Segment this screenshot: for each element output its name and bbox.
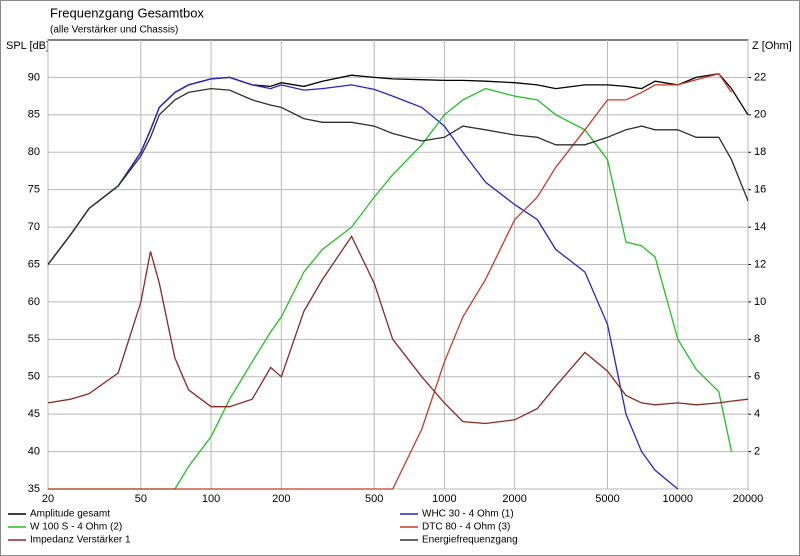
legend-label: DTC 80 - 4 Ohm (3) — [422, 522, 510, 533]
x-tick-label: 500 — [365, 493, 383, 505]
y2-tick-label: 2 — [754, 445, 760, 457]
legend-label: Amplitude gesamt — [30, 509, 110, 520]
y2-tick-label: 18 — [754, 146, 766, 158]
series-line — [47, 76, 679, 490]
chart-title: Frequenzgang Gesamtbox — [50, 5, 204, 20]
y-tick-label: 85 — [28, 109, 40, 121]
x-tick-label: 20 — [42, 493, 54, 505]
y-tick-label: 40 — [28, 445, 40, 457]
legend-label: Impedanz Verstärker 1 — [30, 535, 131, 546]
legend-label: Energiefrequenzgang — [422, 535, 518, 546]
y2-axis-label: Z [Ohm] — [752, 40, 792, 52]
series-line — [48, 72, 733, 490]
y-tick-label: 80 — [28, 146, 40, 158]
y-tick-label: 60 — [28, 296, 40, 308]
x-tick-label: 20000 — [733, 493, 764, 505]
y-tick-label: 50 — [28, 371, 40, 383]
y2-tick-label: 4 — [754, 408, 760, 420]
legend-label: WHC 30 - 4 Ohm (1) — [422, 509, 514, 520]
series-line — [47, 87, 749, 265]
y-tick-label: 55 — [28, 333, 40, 345]
x-tick-label: 100 — [202, 493, 220, 505]
legend-label: W 100 S - 4 Ohm (2) — [30, 522, 122, 533]
x-tick-label: 200 — [272, 493, 290, 505]
y-tick-label: 65 — [28, 258, 40, 270]
y2-tick-label: 20 — [754, 109, 766, 121]
y-tick-label: 90 — [28, 71, 40, 83]
y2-tick-label: 8 — [754, 333, 760, 345]
y2-tick-label: 10 — [754, 296, 766, 308]
y2-tick-label: 6 — [754, 371, 760, 383]
x-tick-label: 1000 — [432, 493, 456, 505]
y-tick-label: 45 — [28, 408, 40, 420]
y-tick-label: 75 — [28, 184, 40, 196]
x-tick-label: 2000 — [502, 493, 526, 505]
y2-tick-label: 22 — [754, 71, 766, 83]
y2-tick-label: 16 — [754, 184, 766, 196]
series-line — [47, 235, 749, 425]
y-tick-label: 70 — [28, 221, 40, 233]
chart-subtitle: (alle Verstärker und Chassis) — [50, 25, 178, 36]
y-axis-label: SPL [dB] — [6, 40, 49, 52]
x-tick-label: 5000 — [595, 493, 619, 505]
x-tick-label: 50 — [135, 493, 147, 505]
y-tick-label: 35 — [28, 483, 40, 495]
y2-tick-label: 14 — [754, 221, 766, 233]
y2-tick-label: 12 — [754, 258, 766, 270]
x-tick-label: 10000 — [662, 493, 693, 505]
